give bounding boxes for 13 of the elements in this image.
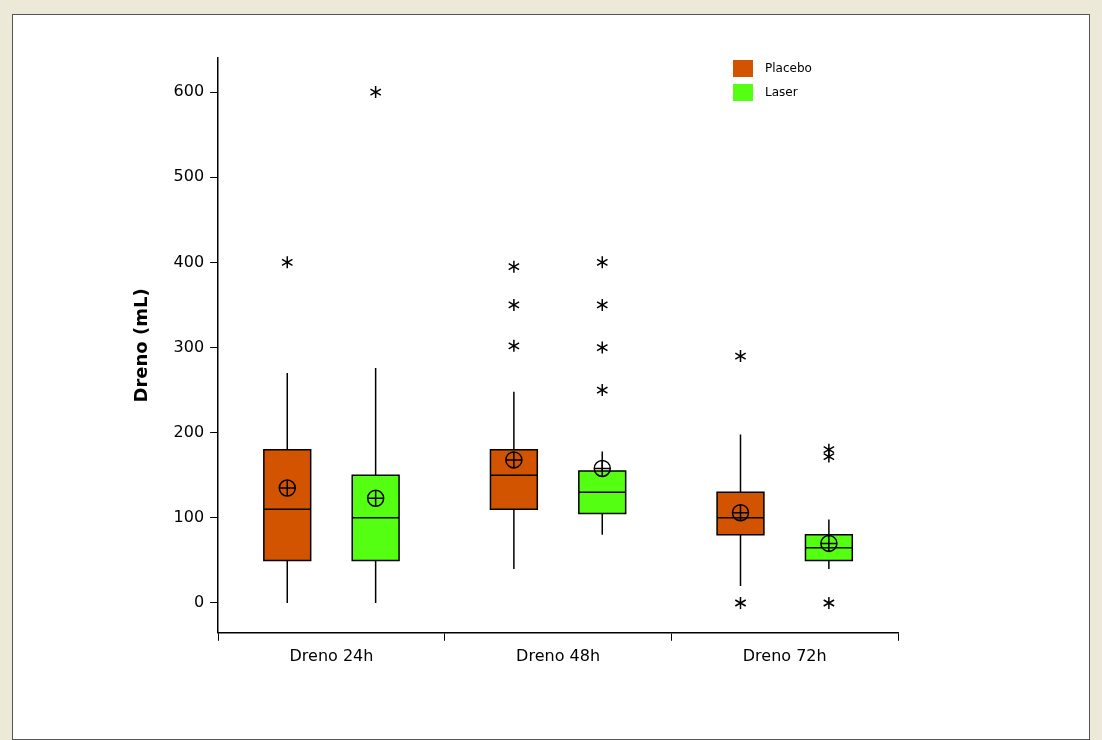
legend-label: Placebo <box>765 61 812 76</box>
x-tick-label: Dreno 48h <box>516 645 601 665</box>
y-tick-label: 500 <box>173 166 205 186</box>
y-axis-title: Dreno (mL) <box>130 288 152 403</box>
y-tick-label: 100 <box>173 507 205 526</box>
y-tick-label: 300 <box>173 336 205 356</box>
legend-label: Laser <box>765 85 798 100</box>
y-tick-label: 400 <box>173 251 205 271</box>
y-tick-label: 200 <box>173 421 205 441</box>
y-tick-label: 600 <box>173 81 205 101</box>
x-tick-label: Dreno 72h <box>742 645 827 665</box>
y-tick-label: 0 <box>193 592 205 612</box>
x-tick-label: Dreno 24h <box>289 645 374 665</box>
